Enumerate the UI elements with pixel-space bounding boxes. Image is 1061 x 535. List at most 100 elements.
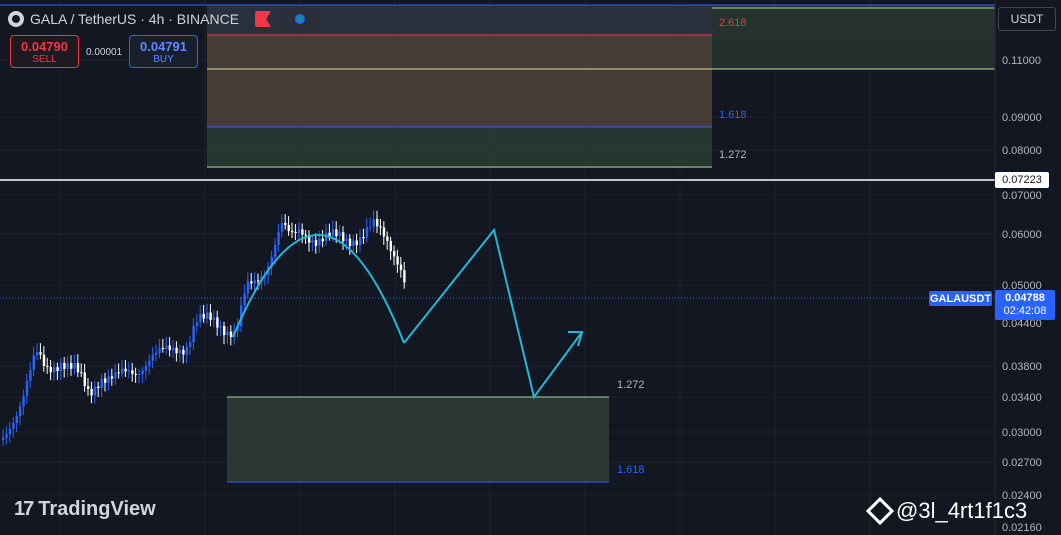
candle-body (168, 345, 171, 350)
candle-body (250, 281, 253, 284)
sell-price: 0.04790 (21, 38, 68, 54)
candle-body (318, 238, 321, 246)
candle-body (165, 345, 168, 349)
candle-body (66, 363, 69, 369)
price-axis-label: 0.11000 (1002, 55, 1041, 67)
candle-body (243, 293, 246, 306)
candle-body (257, 280, 260, 282)
candle-body (93, 386, 97, 396)
price-axis-label: 0.02400 (1002, 490, 1042, 502)
candle-body (127, 370, 131, 372)
candle-body (311, 240, 314, 243)
price-axis-label: 0.05000 (1002, 280, 1042, 292)
fib-extension-lower[interactable]: 1.272 1.618 (227, 379, 645, 483)
candle-body (100, 378, 103, 389)
candle-body (379, 226, 382, 228)
candle-body (284, 223, 287, 226)
candle-body (8, 428, 12, 435)
candle-body (53, 367, 56, 373)
candle-body (97, 386, 100, 389)
candle-body (195, 322, 199, 326)
candle-body (335, 229, 338, 237)
candle-body (294, 231, 297, 233)
candle-body (212, 317, 216, 320)
candle-body (403, 270, 406, 283)
price-axis-label: 0.03000 (1002, 427, 1042, 439)
candle-body (121, 368, 124, 374)
horizontal-line-price-tag: 0.07223 (995, 172, 1049, 188)
candle-body (348, 238, 352, 246)
fib-upper-level-1618: 1.618 (719, 109, 747, 121)
price-axis-label: 0.02160 (1002, 522, 1042, 534)
candle-body (151, 354, 154, 361)
candle-body (376, 219, 379, 227)
candle-body (369, 226, 372, 228)
candle-body (114, 372, 117, 379)
candle-body (32, 355, 35, 371)
bar-countdown: 02:42:08 (1003, 305, 1047, 317)
tradingview-watermark[interactable]: 17 TradingView (14, 498, 156, 521)
candle-body (39, 352, 42, 355)
candle-body (355, 240, 358, 246)
candle-body (393, 251, 396, 257)
candle-body (189, 342, 192, 347)
price-axis-label: 0.04400 (1002, 318, 1042, 330)
buy-button[interactable]: 0.04791 BUY (129, 35, 198, 68)
candle-body (178, 349, 182, 354)
indicator-toggle-button[interactable] (283, 8, 318, 30)
candle-body (219, 325, 222, 328)
candle-body (144, 366, 148, 371)
candle-body (22, 395, 25, 407)
candle-body (134, 374, 137, 376)
candle-body (117, 372, 120, 374)
candle-body (345, 238, 348, 242)
price-axis-label: 0.03400 (1002, 392, 1042, 404)
candle-body (287, 225, 290, 232)
price-axis-label: 0.07000 (1002, 190, 1042, 202)
symbol-title[interactable]: GALA / TetherUS · 4h · BINANCE (30, 11, 240, 27)
fib-upper-level-2618: 2.618 (719, 17, 747, 29)
candle-body (141, 370, 144, 375)
candle-body (161, 347, 165, 349)
path-projection[interactable] (403, 227, 583, 400)
candle-body (25, 380, 29, 396)
candle-body (342, 232, 345, 242)
candle-body (59, 362, 63, 372)
candle-body (15, 415, 18, 423)
candle-body (229, 331, 233, 337)
buy-label: BUY (153, 53, 174, 65)
candle-body (202, 313, 205, 319)
flag-icon[interactable] (255, 11, 272, 27)
candle-body (386, 236, 389, 241)
candle-body (277, 231, 280, 245)
candle-body (46, 365, 49, 367)
author-handle-text: @3l_4rt1f1c3 (896, 498, 1028, 523)
price-axis-label: 0.06000 (1002, 229, 1042, 241)
candle-body (12, 422, 15, 429)
fib-lower-level-1272: 1.272 (617, 379, 645, 391)
candle-body (148, 360, 151, 367)
chart-header: GALA / TetherUS · 4h · BINANCE (8, 8, 318, 30)
fib-upper-level-1272: 1.272 (719, 149, 747, 161)
candle-body (36, 352, 39, 356)
candle-body (396, 256, 399, 265)
projection-arrow-head (568, 331, 584, 347)
currency-selector[interactable]: USDT (998, 7, 1056, 31)
arc-drawing[interactable] (232, 234, 405, 344)
candle-body (42, 354, 46, 366)
price-axis-label: 0.09000 (1002, 112, 1042, 124)
candle-body (399, 264, 403, 271)
fib-extension-upper[interactable]: 2.618 1.618 1.272 (0, 4, 996, 168)
buy-price: 0.04791 (140, 38, 187, 54)
sell-button[interactable]: 0.04790 SELL (10, 35, 79, 68)
candle-body (304, 234, 307, 236)
candle-body (325, 232, 328, 242)
candle-body (291, 231, 294, 233)
candle-body (185, 346, 188, 355)
price-axis[interactable]: 0.11000 0.09000 0.08000 0.07000 0.06000 0.050… (994, 0, 1061, 535)
candle-body (192, 325, 195, 343)
candle-body (76, 363, 80, 373)
candle-body (158, 347, 161, 353)
price-axis-label: 0.03800 (1002, 361, 1042, 373)
